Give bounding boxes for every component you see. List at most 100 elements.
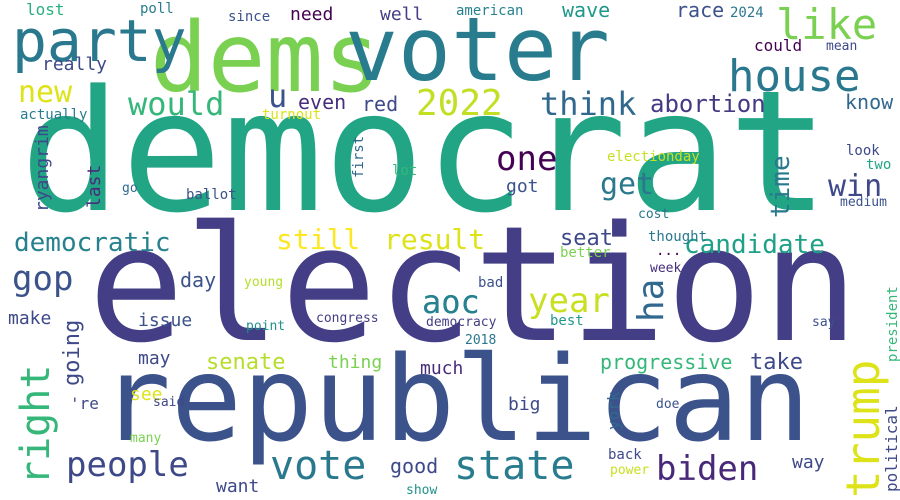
- word-see: see: [130, 384, 163, 405]
- word-progressive: progressive: [600, 350, 733, 374]
- word-president: president: [885, 286, 900, 362]
- word-2018: 2018: [465, 333, 497, 348]
- word-time: time: [766, 155, 796, 218]
- word-two: two: [866, 157, 892, 173]
- word-thing: thing: [328, 352, 383, 373]
- word-day: day: [180, 268, 217, 292]
- word-vote: vote: [270, 443, 367, 489]
- word-cost: cost: [638, 207, 670, 222]
- word-election: election: [88, 191, 859, 378]
- word-going: going: [60, 319, 85, 386]
- word-take: take: [750, 350, 803, 375]
- word-well: well: [380, 4, 424, 25]
- word-wave: wave: [562, 0, 611, 22]
- word-u: u: [268, 77, 288, 115]
- word-go: go: [122, 181, 138, 196]
- word-power: power: [610, 463, 650, 478]
- word-candidate: candidate: [684, 230, 825, 260]
- word-aoc: aoc: [422, 283, 480, 321]
- word-race: race: [676, 0, 725, 22]
- word-aoc: aoc: [422, 283, 480, 321]
- word-party: party: [12, 7, 187, 75]
- word-lost: lost: [26, 0, 65, 19]
- word-biden: biden: [656, 449, 759, 489]
- word-issue: issue: [138, 310, 193, 331]
- word-thought: thought: [648, 229, 708, 245]
- word-dems: dems: [150, 2, 382, 114]
- word-best: best: [550, 313, 584, 329]
- word-way: way: [792, 452, 825, 473]
- word-got: got: [506, 176, 539, 197]
- word-abortion: abortion: [650, 90, 766, 118]
- word-democrat: democrat: [20, 54, 830, 250]
- word-look: look: [846, 143, 880, 159]
- word-actually: actually: [20, 107, 88, 123]
- word-would: would: [128, 85, 225, 123]
- word-american: american: [456, 3, 524, 19]
- word-ellipsis: ...: [656, 243, 682, 259]
- word-gop: gop: [12, 259, 74, 299]
- word-need: need: [290, 4, 334, 25]
- word-said: said: [153, 395, 185, 410]
- word-point: point: [246, 319, 286, 334]
- word-2024: 2024: [730, 5, 764, 21]
- word-think: think: [540, 85, 637, 123]
- word-result: result: [384, 223, 486, 256]
- word-first: first: [351, 135, 367, 178]
- word-new: new: [18, 75, 73, 110]
- word-many: many: [130, 431, 162, 446]
- word-better: better: [560, 245, 611, 261]
- word-year: year: [528, 281, 610, 321]
- word-bad: bad: [478, 275, 504, 291]
- word-last: last: [84, 164, 105, 208]
- word-say: say: [812, 315, 836, 330]
- word-mean: mean: [826, 39, 858, 54]
- word-red: red: [362, 92, 399, 116]
- word-even: even: [298, 90, 347, 114]
- word-state: state: [454, 443, 575, 489]
- word-get: get: [600, 167, 655, 202]
- word-people: people: [66, 445, 189, 485]
- word-re: 're: [70, 394, 99, 413]
- word-republican: republican: [100, 330, 811, 468]
- word-poll: poll: [140, 1, 174, 17]
- word-make: make: [8, 308, 52, 329]
- word-congress: congress: [316, 311, 379, 326]
- word-could: could: [754, 36, 803, 55]
- word-like: like: [776, 0, 878, 49]
- word-democracy: democracy: [426, 315, 497, 330]
- word-ha: ha: [631, 278, 672, 322]
- word-may: may: [138, 348, 171, 369]
- word-democratic: democratic: [14, 228, 171, 258]
- word-york: york: [604, 391, 623, 430]
- word-win: win: [828, 169, 883, 204]
- word-house: house: [728, 51, 861, 102]
- word-much: much: [420, 358, 464, 379]
- word-since: since: [228, 9, 271, 25]
- word-doe: doe: [656, 397, 680, 412]
- word-want: want: [216, 476, 260, 497]
- word-one: one: [496, 139, 558, 179]
- word-big: big: [508, 394, 541, 415]
- word-electionday: electionday: [607, 149, 700, 165]
- word-seat: seat: [560, 226, 613, 251]
- word-2022: 2022: [416, 83, 503, 124]
- word-still: still: [276, 223, 361, 256]
- word-good: good: [390, 454, 439, 478]
- word-young: young: [244, 275, 284, 290]
- word-political: political: [882, 405, 900, 492]
- word-ryangrim: ryangrim: [32, 125, 53, 212]
- word-lot: lot: [392, 163, 418, 179]
- word-medium: medium: [840, 195, 887, 210]
- word-back: back: [608, 447, 642, 463]
- word-turnout: turnout: [262, 107, 322, 123]
- word-show: show: [406, 483, 438, 498]
- word-voter: voter: [345, 0, 610, 101]
- word-right: right: [13, 364, 59, 485]
- word-ballot: ballot: [186, 187, 237, 203]
- word-senate: senate: [206, 350, 286, 375]
- word-know: know: [845, 90, 894, 114]
- word-trump: trump: [836, 359, 890, 498]
- word-really: really: [42, 54, 108, 75]
